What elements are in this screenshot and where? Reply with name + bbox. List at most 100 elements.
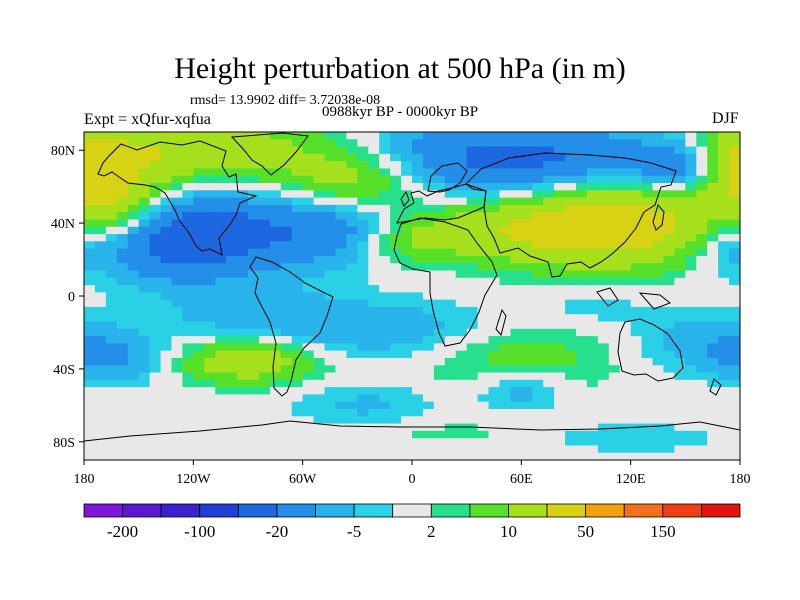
field-cell [674,219,686,228]
field-cell [138,270,151,279]
field-cell [335,438,347,447]
field-cell [477,255,490,264]
field-cell [630,394,643,403]
field-cell [390,255,402,264]
field-cell [554,387,566,395]
field-cell [488,139,501,148]
field-cell [543,387,555,395]
field-cell [641,314,654,323]
field-cell [105,197,118,206]
field-cell [215,139,227,148]
field-cell [586,146,599,155]
field-cell [412,292,424,301]
field-cell [84,314,96,323]
field-cell [193,379,205,388]
field-cell [696,430,708,439]
field-cell [379,452,391,460]
field-cell [379,445,391,454]
field-cell [171,343,183,352]
field-cell [127,292,140,301]
field-cell [663,234,675,242]
field-cell [368,132,380,140]
field-cell [160,445,173,454]
field-cell [488,226,501,235]
field-cell [313,285,326,293]
field-cell [586,306,599,315]
field-cell [258,161,271,170]
field-cell [433,306,446,315]
field-cell [707,387,719,395]
field-cell [94,270,107,279]
field-cell [237,219,249,228]
field-cell [258,226,271,235]
field-cell [248,183,260,191]
field-cell [477,234,490,242]
field-cell [84,379,96,388]
field-cell [554,321,566,330]
field-cell [215,270,227,279]
field-cell [269,234,282,242]
field-cell [149,146,162,155]
field-cell [237,372,249,381]
field-cell [521,423,533,432]
field-cell [630,285,643,293]
field-cell [335,285,347,293]
field-cell [433,219,446,228]
field-cell [586,190,599,199]
field-cell [663,248,675,257]
field-cell [390,321,402,330]
field-cell [127,401,140,410]
field-cell [390,445,402,454]
field-cell [280,204,293,213]
field-cell [597,306,610,315]
field-cell [204,365,216,374]
field-cell [204,387,216,395]
field-cell [258,183,271,191]
field-cell [94,197,107,206]
field-cell [488,292,501,301]
field-cell [248,306,260,315]
field-cell [707,336,719,344]
field-cell [554,255,566,264]
field-cell [444,430,457,439]
field-cell [302,219,315,228]
field-cell [477,408,490,417]
field-cell [335,183,347,191]
field-cell [94,248,107,257]
field-cell [729,248,740,257]
field-cell [455,263,468,272]
field-cell [94,183,107,191]
field-cell [444,452,457,460]
field-cell [379,197,391,206]
field-cell [94,365,107,374]
field-cell [248,204,260,213]
field-cell [390,212,402,221]
field-cell [543,365,555,374]
field-cell [302,204,315,213]
field-cell [663,285,675,293]
field-cell [707,153,719,162]
field-cell [412,328,424,337]
stats-line: rmsd= 13.9902 diff= 3.72038e-08 [190,93,381,108]
field-cell [619,161,632,170]
field-cell [127,350,140,359]
field-cell [729,401,740,410]
field-cell [258,263,271,272]
field-cell [510,270,522,279]
field-cell [313,328,326,337]
field-cell [379,175,391,184]
field-cell [182,255,194,264]
field-cell [280,197,293,206]
field-cell [554,153,566,162]
field-cell [576,336,588,344]
field-cell [477,204,490,213]
field-cell [619,241,632,250]
field-cell [368,321,380,330]
field-cell [422,153,435,162]
field-cell [357,248,369,257]
field-cell [379,161,391,170]
field-cell [291,365,304,374]
field-cell [696,285,708,293]
field-cell [258,241,271,250]
